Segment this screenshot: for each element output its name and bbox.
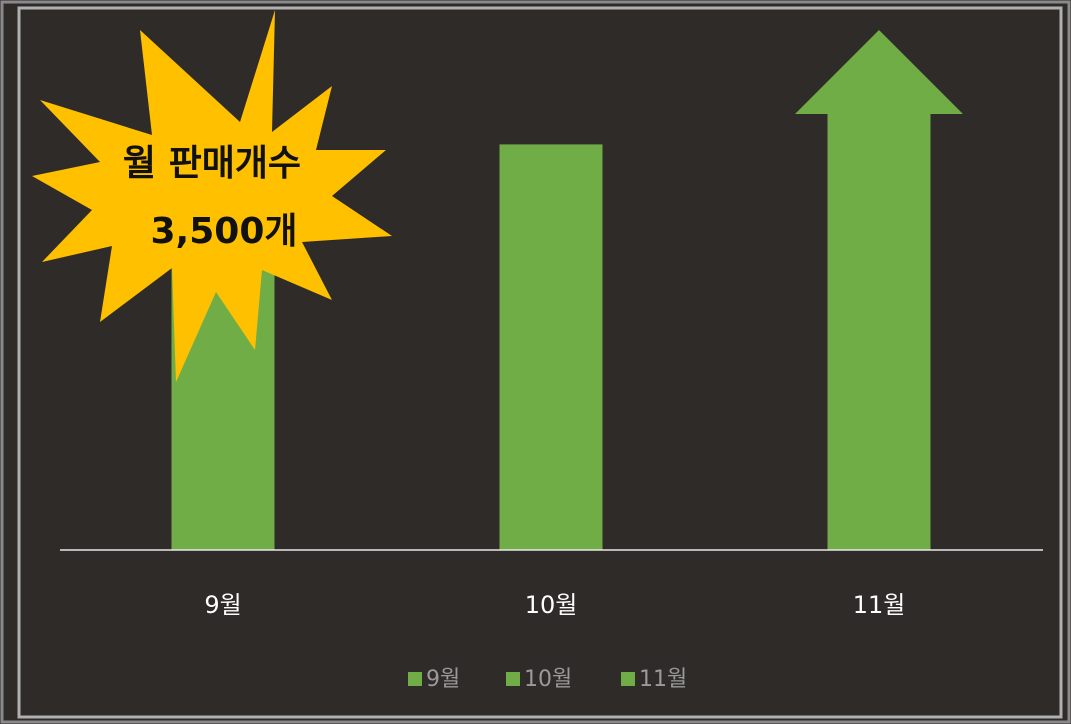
chart-frame xyxy=(17,6,1063,719)
legend-label: 9월 xyxy=(426,667,460,692)
legend-label: 11월 xyxy=(639,667,687,692)
legend-swatch xyxy=(506,672,520,686)
x-tick-label: 11월 xyxy=(853,591,906,619)
legend: 9월 10월 11월 xyxy=(408,667,687,692)
x-tick-label: 10월 xyxy=(525,591,578,619)
bar xyxy=(499,144,603,550)
legend-label: 10월 xyxy=(524,667,572,692)
annotation: 월 판매개수 xyxy=(123,143,301,184)
legend-swatch xyxy=(408,672,422,686)
annotation: 3,500개 xyxy=(151,211,298,252)
legend-swatch xyxy=(621,672,635,686)
bars xyxy=(171,30,963,550)
x-tick-label: 9월 xyxy=(204,591,241,619)
starburst xyxy=(32,10,392,382)
bar xyxy=(795,30,963,550)
